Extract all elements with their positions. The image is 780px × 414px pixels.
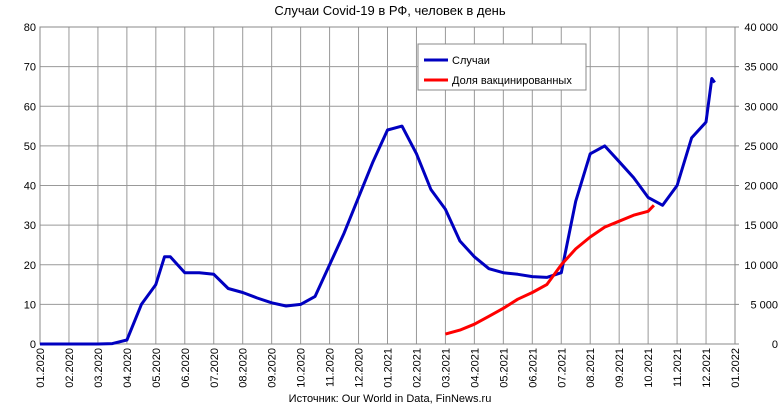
y-tick-label: 60	[24, 101, 36, 113]
x-tick-label: 07.2021	[556, 348, 568, 388]
series-line	[445, 204, 655, 336]
series-line	[40, 77, 716, 346]
y-tick-label: 80	[24, 22, 36, 34]
y2-tick-label: 25 000	[744, 141, 778, 153]
x-tick-label: 11.2020	[325, 348, 337, 387]
x-tick-label: 08.2020	[238, 348, 250, 388]
x-tick-label: 12.2020	[354, 348, 366, 388]
y2-tick-label: 30 000	[744, 101, 778, 113]
x-tick-label: 02.2020	[64, 348, 76, 388]
y2-tick-label: 10 000	[744, 260, 778, 272]
y2-tick-label: 0	[772, 339, 778, 351]
y-tick-label: 40	[24, 181, 36, 193]
x-tick-label: 10.2021	[643, 348, 655, 388]
legend-label: Случаи	[452, 55, 490, 67]
y-tick-label: 20	[24, 260, 36, 272]
y-tick-label: 0	[30, 339, 36, 351]
x-tick-label: 04.2020	[122, 348, 134, 388]
y2-tick-label: 40 000	[744, 22, 778, 34]
x-tick-label: 03.2021	[440, 348, 452, 388]
y2-tick-label: 5 000	[750, 299, 778, 311]
x-tick-label: 07.2020	[209, 348, 221, 388]
y-tick-label: 30	[24, 220, 36, 232]
y-tick-label: 70	[24, 62, 36, 74]
x-tick-label: 12.2021	[701, 348, 713, 388]
x-tick-label: 01.2020	[35, 348, 47, 388]
x-tick-label: 09.2020	[267, 348, 279, 388]
x-tick-label: 06.2021	[527, 348, 539, 388]
x-tick-label: 06.2020	[180, 348, 192, 388]
x-tick-label: 01.2021	[383, 348, 395, 388]
x-tick-label: 11.2021	[672, 348, 684, 387]
y-tick-label: 50	[24, 141, 36, 153]
y2-tick-label: 20 000	[744, 181, 778, 193]
x-tick-label: 01.2022	[730, 348, 742, 388]
x-tick-label: 09.2021	[614, 348, 626, 388]
chart-title: Случаи Covid-19 в РФ, человек в день	[274, 3, 505, 18]
x-tick-label: 08.2021	[585, 348, 597, 388]
source-note: Источник: Our World in Data, FinNews.ru	[289, 393, 492, 405]
plot-border	[39, 26, 736, 345]
x-tick-label: 03.2020	[93, 348, 105, 388]
x-tick-label: 10.2020	[296, 348, 308, 388]
x-tick-label: 05.2021	[498, 348, 510, 388]
legend-label: Доля вакцинированных	[452, 75, 572, 87]
y-tick-label: 10	[24, 299, 36, 311]
x-tick-label: 02.2021	[411, 348, 423, 388]
legend-box	[417, 43, 587, 91]
y2-tick-label: 15 000	[744, 220, 778, 232]
x-tick-label: 05.2020	[151, 348, 163, 388]
x-tick-label: 04.2021	[469, 348, 481, 388]
y2-tick-label: 35 000	[744, 62, 778, 74]
